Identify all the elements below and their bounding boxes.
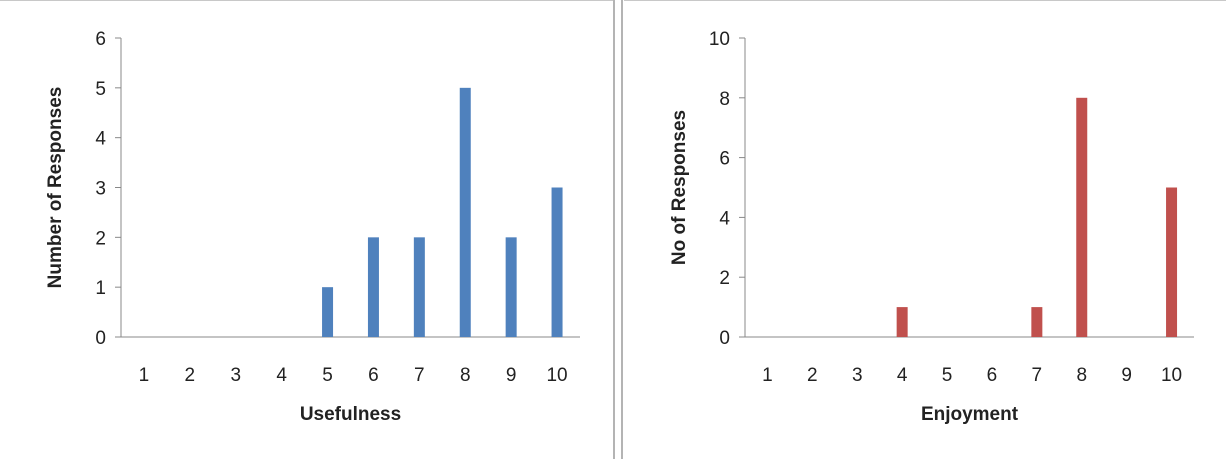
x-tick-label: 1 [762, 365, 773, 386]
y-tick-label: 6 [719, 149, 730, 170]
x-tick-label: 5 [942, 365, 953, 386]
x-tick-label: 10 [546, 365, 567, 386]
x-tick-label: 3 [230, 365, 241, 386]
x-tick-label: 3 [852, 365, 863, 386]
bar-7 [413, 237, 425, 337]
bar-9 [505, 237, 517, 337]
x-tick-label: 7 [1032, 365, 1043, 386]
y-tick-label: 6 [95, 29, 106, 50]
y-axis-title: Number of Responses [45, 87, 66, 289]
y-tick-label: 10 [709, 29, 730, 50]
x-tick-label: 4 [897, 365, 908, 386]
y-tick-label: 0 [95, 328, 106, 349]
y-tick-label: 2 [95, 228, 106, 249]
usefulness-chart: 0 1 2 3 4 5 6 1 2 3 4 5 6 7 8 9 10 Usefulness Number of Re… [45, 29, 580, 425]
panel-divider-left [613, 0, 615, 459]
x-tick-label: 10 [1161, 365, 1182, 386]
y-tick-label: 0 [719, 328, 730, 349]
y-tick-label: 2 [719, 268, 730, 289]
bar-10 [1166, 187, 1178, 337]
y-tick-label: 1 [95, 278, 106, 299]
x-tick-label: 9 [506, 365, 517, 386]
bar-10 [551, 187, 563, 337]
x-tick-label: 5 [322, 365, 333, 386]
bar-8 [1076, 97, 1088, 337]
x-tick-label: 1 [139, 365, 150, 386]
bar-4 [896, 307, 908, 337]
bar-5 [322, 287, 334, 337]
y-tick-label: 8 [719, 89, 730, 110]
y-tick-label: 4 [95, 129, 106, 150]
x-tick-label: 6 [368, 365, 379, 386]
bar-8 [459, 87, 471, 337]
y-tick-label: 5 [95, 79, 106, 100]
x-tick-label: 2 [185, 365, 196, 386]
x-tick-label: 9 [1121, 365, 1132, 386]
x-tick-label: 7 [414, 365, 425, 386]
x-axis-title: Enjoyment [921, 404, 1019, 425]
x-tick-label: 8 [1076, 365, 1087, 386]
y-tick-label: 4 [719, 208, 730, 229]
panel-divider-right [621, 0, 623, 459]
bar-7 [1031, 307, 1043, 337]
right-panel-top-border [624, 0, 1226, 1]
y-axis-title: No of Responses [669, 110, 690, 265]
x-tick-label: 6 [987, 365, 998, 386]
usefulness-chart-panel: 0 1 2 3 4 5 6 1 2 3 4 5 6 7 8 9 10 Usefulness Number of Re… [45, 29, 580, 425]
bar-6 [367, 237, 379, 337]
x-axis-title: Usefulness [300, 404, 401, 425]
x-tick-label: 2 [807, 365, 818, 386]
x-tick-label: 8 [460, 365, 471, 386]
left-panel-top-border [0, 0, 613, 1]
y-tick-label: 3 [95, 179, 106, 200]
x-tick-label: 4 [276, 365, 287, 386]
enjoyment-chart-panel: 0 2 4 6 8 10 1 2 3 4 5 6 7 8 9 10 Enjoyment No of Respons… [624, 0, 1226, 459]
